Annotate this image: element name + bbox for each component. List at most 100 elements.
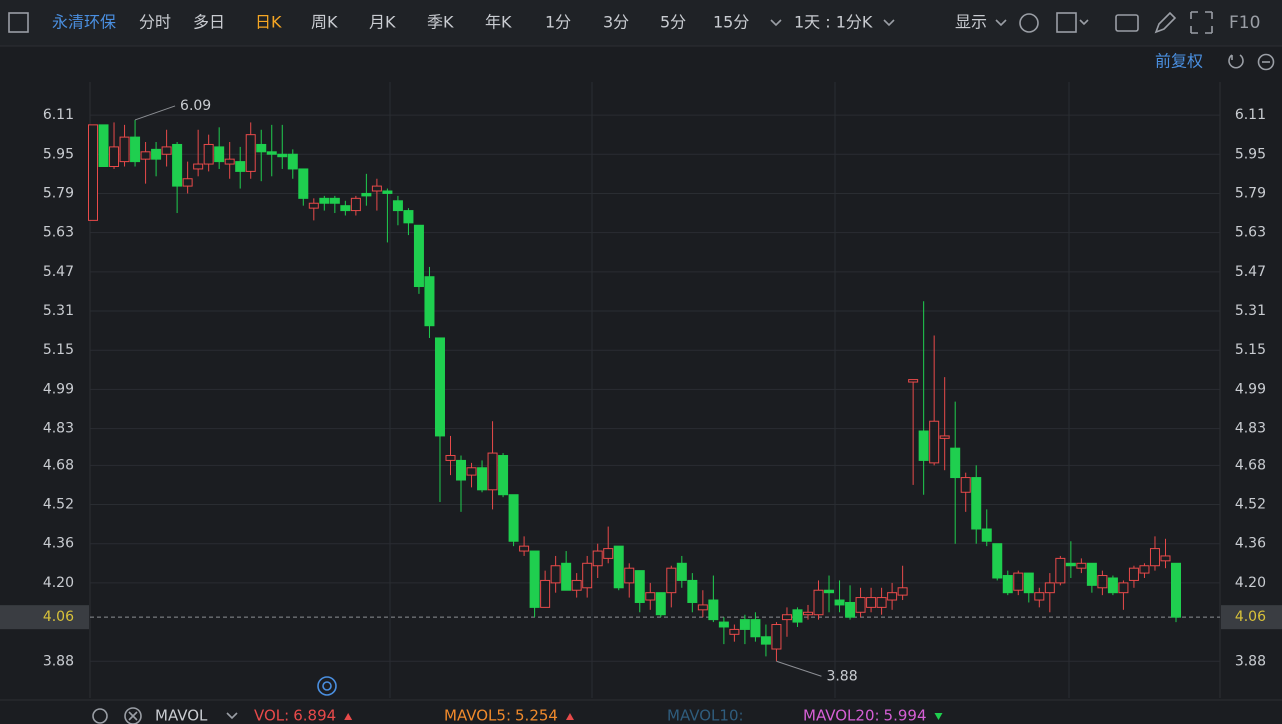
candle-body xyxy=(140,151,151,160)
candle-body xyxy=(887,592,898,601)
candle-body xyxy=(245,134,256,172)
y-tick-label: 4.36 xyxy=(1235,536,1266,552)
candle-body xyxy=(666,567,677,594)
y-tick-label: 5.15 xyxy=(1235,342,1266,358)
candle-body xyxy=(235,161,246,172)
candle-body xyxy=(456,459,467,481)
period-tab[interactable]: 1分 xyxy=(545,13,571,32)
y-tick-label: 4.83 xyxy=(1235,421,1266,437)
display-menu[interactable]: 显示 xyxy=(955,13,987,32)
candle-body xyxy=(1086,562,1097,586)
range-select[interactable]: 1天 : 1分K xyxy=(794,13,873,32)
sidebar-toggle[interactable] xyxy=(8,12,29,33)
period-tab[interactable]: 5分 xyxy=(660,13,686,32)
candle-body xyxy=(371,185,382,192)
candle-body xyxy=(603,548,614,559)
candle-body xyxy=(298,168,309,199)
candle-body xyxy=(592,550,603,567)
candle-body xyxy=(445,455,456,461)
candle-body xyxy=(287,153,298,170)
reset-icon[interactable] xyxy=(1228,54,1244,69)
chevron[interactable] xyxy=(883,19,895,27)
y-tick-label: 4.20 xyxy=(43,575,74,591)
period-tab[interactable]: 多日 xyxy=(193,13,225,32)
last-price-label: 4.06 xyxy=(1235,609,1266,625)
f10-button[interactable]: F10 xyxy=(1229,13,1260,33)
period-tab[interactable]: 3分 xyxy=(603,13,629,32)
candle-body xyxy=(540,579,551,608)
adjust-mode[interactable]: 前复权 xyxy=(1155,52,1203,71)
indicator-name[interactable]: MAVOL xyxy=(155,707,208,724)
candle-body xyxy=(697,604,708,611)
candle-body xyxy=(151,148,162,160)
period-tab[interactable]: 年K xyxy=(485,13,512,32)
settings-icon[interactable] xyxy=(1019,13,1039,33)
y-tick-label: 5.79 xyxy=(1235,185,1266,201)
candle-body xyxy=(130,136,141,163)
chevron[interactable] xyxy=(1079,19,1089,26)
candle-body xyxy=(256,143,267,153)
candle-body xyxy=(1097,575,1108,589)
candle-body xyxy=(172,143,183,187)
y-tick-label: 5.63 xyxy=(43,225,74,241)
y-tick-label: 3.88 xyxy=(1235,653,1266,669)
candle-body xyxy=(550,565,561,584)
stock-name[interactable]: 永清环保 xyxy=(52,13,116,32)
candle-body xyxy=(971,477,982,530)
y-tick-label: 5.15 xyxy=(43,342,74,358)
chevron[interactable] xyxy=(770,19,782,27)
trend-up xyxy=(565,713,574,720)
y-tick-label: 5.63 xyxy=(1235,225,1266,241)
annotation-leader xyxy=(776,660,822,677)
candle-body xyxy=(960,477,971,493)
y-tick-label: 5.47 xyxy=(1235,264,1266,280)
candle-body xyxy=(361,192,372,197)
y-tick-label: 4.52 xyxy=(43,497,74,513)
candle-body xyxy=(1107,577,1118,594)
y-tick-label: 5.31 xyxy=(43,303,74,319)
candle-body xyxy=(203,143,214,165)
draw-icon[interactable] xyxy=(1154,11,1177,34)
candle-body xyxy=(876,597,887,608)
chevron[interactable] xyxy=(995,19,1007,27)
period-tab[interactable]: 分时 xyxy=(139,13,171,32)
camera-icon[interactable] xyxy=(1115,14,1139,32)
candle-body xyxy=(950,447,961,479)
candle-body xyxy=(792,609,803,623)
candle-body xyxy=(582,562,593,589)
event-marker[interactable] xyxy=(317,676,337,696)
candle-body xyxy=(498,455,509,496)
indicator-settings[interactable] xyxy=(92,708,108,724)
indicator-label: MAVOL10: xyxy=(667,707,744,724)
candle-body xyxy=(466,467,477,476)
chevron[interactable] xyxy=(226,712,238,720)
candle-body xyxy=(1160,555,1171,562)
toolbar xyxy=(0,0,1282,46)
zoom-out-icon[interactable] xyxy=(1257,53,1275,71)
candle-body xyxy=(739,619,750,630)
indicator-value: 6.894 xyxy=(293,707,336,724)
indicator-label: MAVOL20: xyxy=(803,707,880,724)
period-tab[interactable]: 周K xyxy=(311,13,338,32)
indicator-value: 5.254 xyxy=(515,707,558,724)
candle-body xyxy=(1118,582,1129,594)
box-icon[interactable] xyxy=(1056,12,1077,33)
candle-body xyxy=(802,611,813,616)
fullscreen-icon[interactable] xyxy=(1190,11,1213,34)
candle-body xyxy=(1149,548,1160,567)
period-tab[interactable]: 日K xyxy=(255,13,282,32)
candle-body xyxy=(571,579,582,591)
y-tick-label: 4.83 xyxy=(43,421,74,437)
candle-body xyxy=(182,178,193,187)
candle-body xyxy=(729,628,740,635)
candle-body xyxy=(771,624,782,650)
candle-body xyxy=(687,579,698,603)
candle-body xyxy=(434,337,445,437)
indicator-close[interactable] xyxy=(124,707,142,724)
period-tab[interactable]: 月K xyxy=(369,13,396,32)
period-tab[interactable]: 15分 xyxy=(713,13,749,32)
period-tab[interactable]: 季K xyxy=(427,13,454,32)
candle-body xyxy=(624,567,635,584)
candle-body xyxy=(655,592,666,616)
